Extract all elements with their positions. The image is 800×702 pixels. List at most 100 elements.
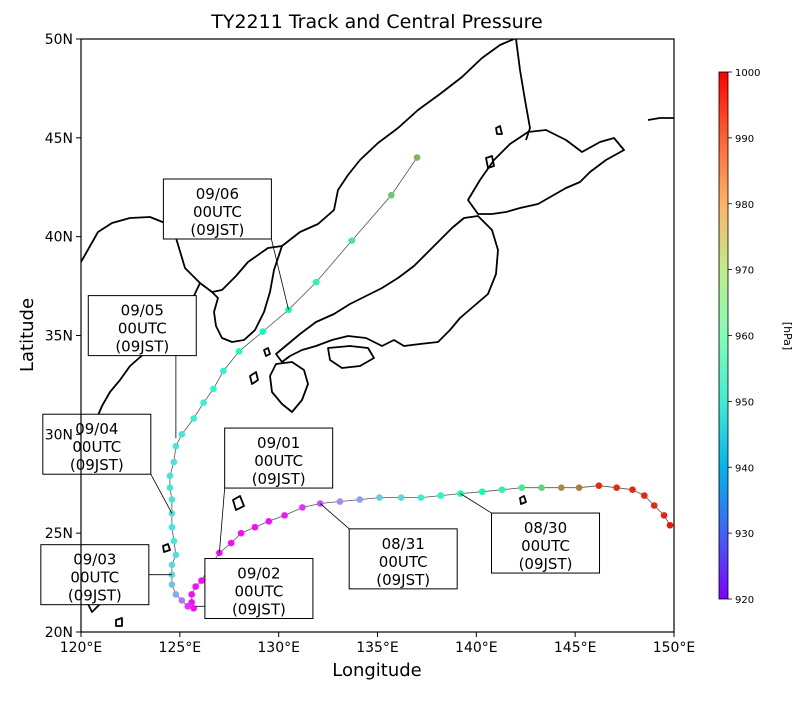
annotation-text: (09JST) — [190, 221, 244, 239]
track-point — [299, 504, 306, 511]
annotation-box — [224, 427, 334, 489]
colorbar: 920 930 940 950 960 970 980 990 1000 [hPa] — [718, 68, 794, 606]
colorbar-tick-label: 1000 — [735, 68, 760, 79]
track-point — [397, 494, 405, 501]
track-point — [613, 484, 620, 492]
annotation-text: (09JST) — [252, 470, 306, 488]
track-point — [200, 399, 207, 407]
y-tick-label: 30N — [45, 427, 73, 443]
x-axis: 120°E 125°E 130°E 135°E 140°E 145°E 150°E — [60, 632, 696, 656]
annotation-text: (09JST) — [232, 601, 286, 619]
track-point — [348, 237, 356, 244]
colorbar-tick-label: 920 — [735, 595, 754, 606]
track-point — [413, 154, 421, 161]
track-point — [478, 488, 486, 495]
track-point — [184, 603, 192, 610]
track-point — [660, 512, 668, 519]
x-tick-label: 120°E — [60, 640, 103, 656]
y-tick-label: 25N — [45, 526, 73, 542]
annotation-box — [204, 558, 314, 620]
annotation-text: 00UTC — [118, 320, 167, 338]
x-tick-label: 130°E — [257, 640, 300, 656]
track-point — [251, 523, 259, 531]
x-tick-label: 135°E — [356, 640, 399, 656]
annotation-leader — [271, 238, 289, 310]
annotation-box — [42, 413, 152, 475]
track-point — [168, 496, 176, 503]
track-point — [168, 523, 176, 531]
x-tick-label: 150°E — [653, 640, 696, 656]
colorbar-tick-label: 960 — [735, 332, 754, 343]
annotation-text: (09JST) — [519, 555, 573, 573]
annotation-text: 00UTC — [234, 583, 283, 601]
track-point — [178, 597, 186, 604]
track-point — [172, 551, 180, 559]
track-point — [237, 529, 245, 537]
annotation-box — [40, 544, 150, 606]
annotation-box — [87, 295, 197, 357]
chart-title: TY2211 Track and Central Pressure — [210, 11, 543, 33]
track-point — [166, 472, 174, 480]
colorbar-tick-label: 970 — [735, 266, 754, 277]
track-point — [641, 492, 648, 499]
annotation-text: (09JST) — [376, 571, 430, 589]
track-point — [188, 591, 195, 598]
track-point — [666, 521, 674, 529]
annotation-text: 09/01 — [257, 434, 300, 452]
track-point — [235, 348, 243, 355]
y-tick-label: 50N — [45, 32, 73, 48]
track-point — [281, 512, 288, 519]
annotation-text: 09/06 — [196, 185, 239, 203]
x-tick-label: 140°E — [455, 640, 498, 656]
track-point — [312, 278, 320, 286]
track-point — [558, 484, 565, 492]
annotation-text: 00UTC — [254, 452, 303, 470]
track-point — [388, 191, 395, 199]
colorbar-tick-label: 950 — [735, 397, 754, 408]
annotation-text: (09JST) — [68, 587, 122, 605]
track-point — [168, 561, 176, 569]
track-point — [168, 581, 176, 588]
annotation-text: 00UTC — [521, 537, 570, 555]
colorbar-unit-label: [hPa] — [781, 322, 794, 350]
colorbar-gradient — [718, 71, 729, 600]
annotation-text: (09JST) — [115, 338, 169, 356]
track-point — [356, 496, 364, 503]
annotation-text: (09JST) — [70, 456, 124, 474]
annotation-text: 08/31 — [382, 535, 425, 553]
annotation-text: 09/02 — [237, 565, 280, 583]
track-point — [170, 458, 178, 466]
annotation-text: 08/30 — [524, 519, 567, 537]
annotation-text: 00UTC — [379, 553, 428, 571]
track-point — [650, 502, 658, 509]
colorbar-tick-label: 990 — [735, 134, 754, 145]
track-point — [190, 604, 197, 612]
colorbar-ticks: 920 930 940 950 960 970 980 990 1000 — [728, 68, 760, 606]
track-point — [518, 484, 526, 492]
x-axis-label: Longitude — [332, 660, 422, 681]
annotation-leader — [319, 503, 350, 530]
annotation-text: 00UTC — [72, 438, 121, 456]
track-point — [198, 577, 205, 584]
annotation-leader — [150, 474, 173, 514]
colorbar-tick-label: 940 — [735, 463, 754, 474]
track-point — [172, 442, 180, 450]
track-point — [227, 539, 235, 547]
track-point — [336, 498, 344, 505]
y-axis-label: Latitude — [17, 298, 38, 372]
track-point — [190, 415, 197, 422]
track-point — [437, 492, 445, 499]
track-point — [498, 486, 506, 493]
y-tick-label: 45N — [45, 131, 73, 147]
track-point — [178, 431, 186, 438]
y-tick-label: 35N — [45, 329, 73, 345]
track-point — [376, 494, 383, 501]
track-point — [538, 484, 545, 492]
track-point — [170, 537, 178, 545]
track-point — [265, 518, 273, 525]
annotation-text: 00UTC — [70, 569, 119, 587]
colorbar-tick-label: 930 — [735, 529, 754, 540]
annotation-box — [491, 512, 601, 574]
track-point — [192, 583, 199, 590]
